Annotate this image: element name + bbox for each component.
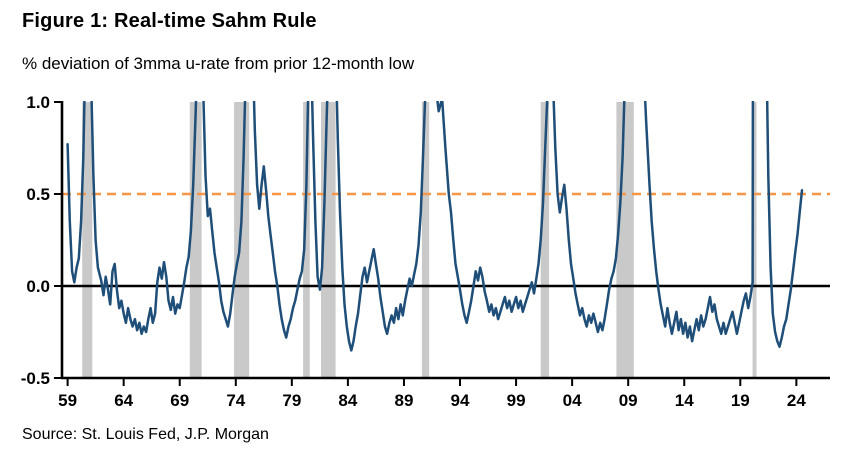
x-tick-label: 19 [731,391,750,410]
recession-band [189,102,202,378]
y-tick-label: 1.0 [26,93,50,112]
x-tick-label: 14 [675,391,694,410]
recession-band [82,102,93,378]
y-tick-label: 0.0 [26,277,50,296]
x-tick-label: 84 [338,391,357,410]
x-tick-label: 69 [170,391,189,410]
recession-band [421,102,430,378]
figure-title: Figure 1: Real-time Sahm Rule [22,10,317,32]
x-tick-label: 04 [563,391,582,410]
recession-band [616,102,634,378]
x-tick-label: 74 [226,391,245,410]
source-note: Source: St. Louis Fed, J.P. Morgan [22,426,269,443]
recession-band [540,102,550,378]
y-tick-label: -0.5 [21,369,50,388]
x-tick-label: 94 [451,391,470,410]
recession-band [234,102,250,378]
figure-subtitle: % deviation of 3mma u-rate from prior 12… [22,54,415,73]
x-tick-label: 24 [787,391,806,410]
x-tick-label: 59 [58,391,77,410]
recession-band [303,102,310,378]
x-tick-label: 99 [507,391,526,410]
x-tick-label: 09 [619,391,638,410]
x-tick-label: 64 [114,391,133,410]
y-tick-label: 0.5 [26,185,50,204]
recession-band [752,102,757,378]
x-tick-label: 89 [394,391,413,410]
x-tick-label: 79 [282,391,301,410]
series-line [66,101,804,352]
